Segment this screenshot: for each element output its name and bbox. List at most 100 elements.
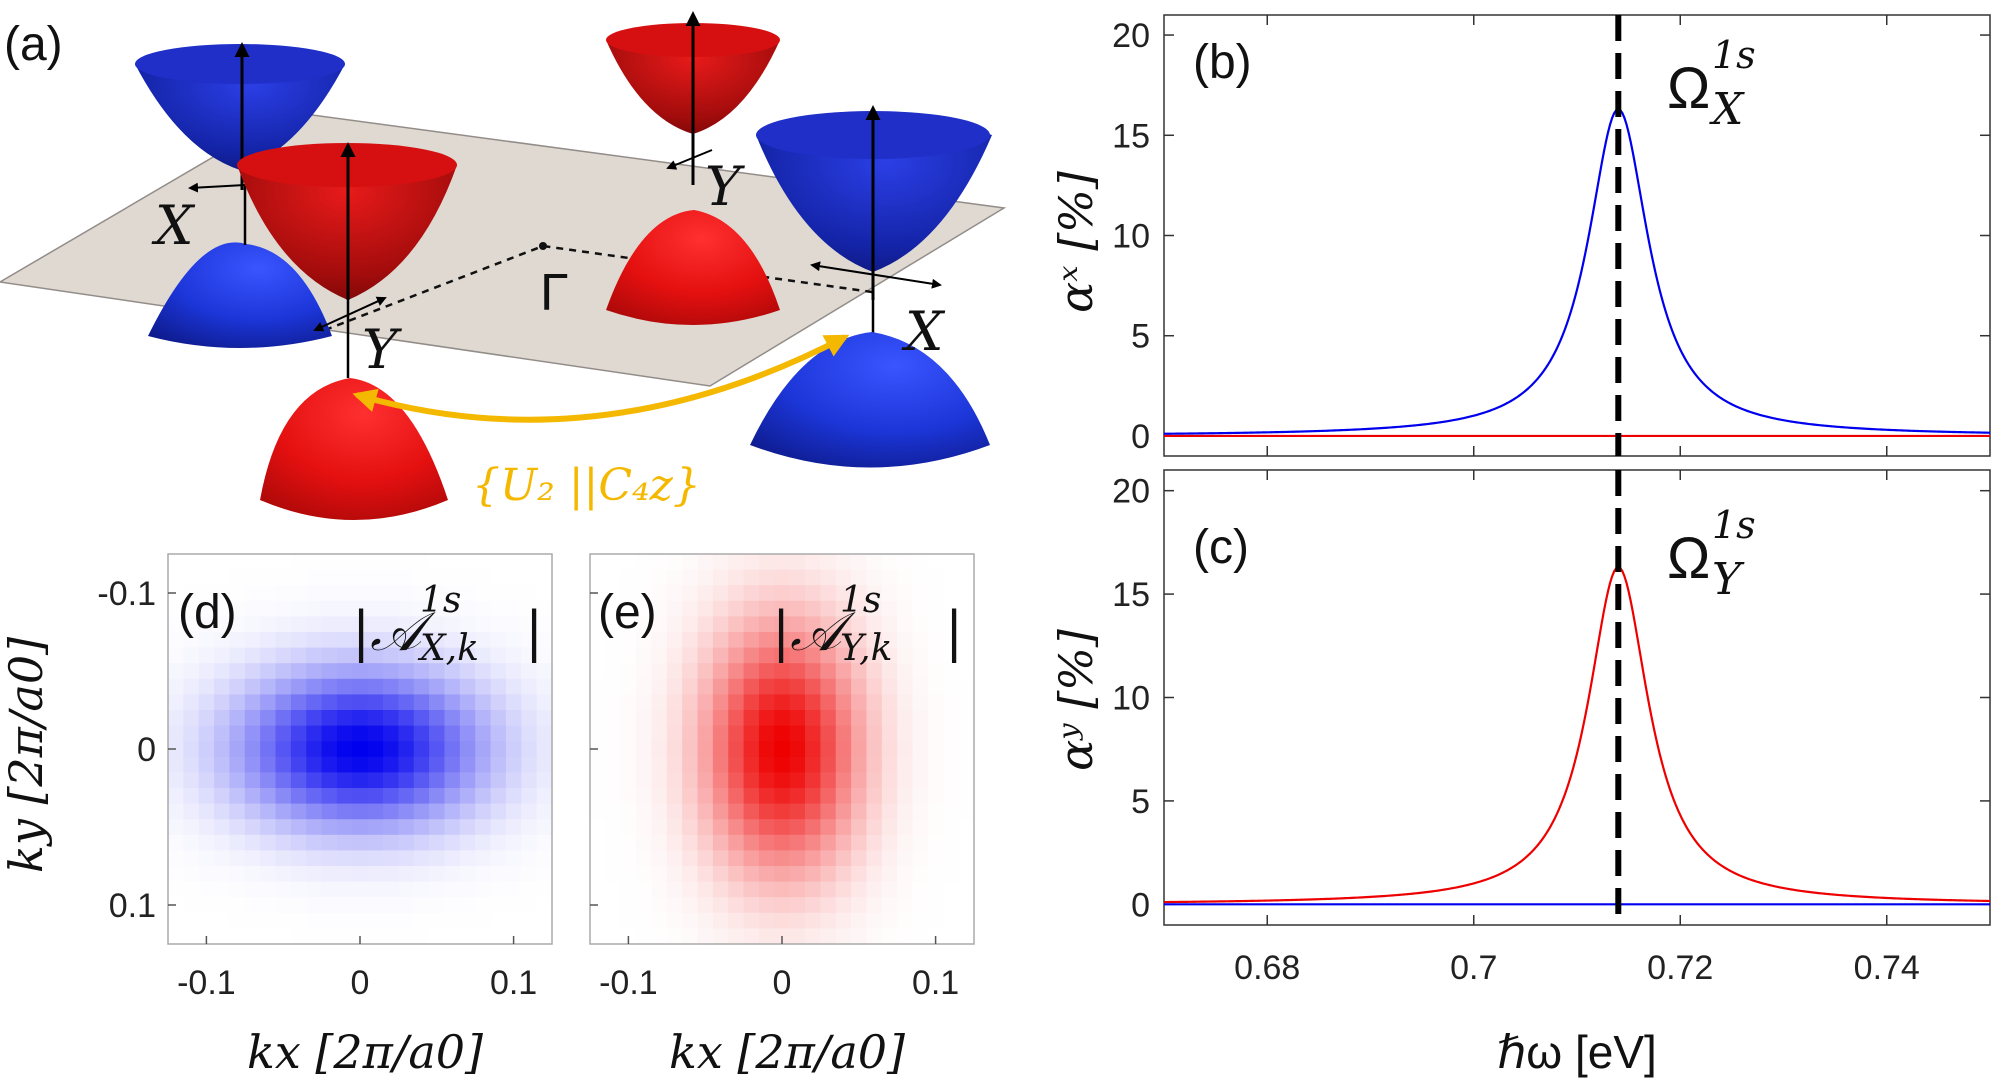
heatmap-cell <box>728 725 745 742</box>
heatmap-cell <box>912 756 929 773</box>
heatmap-cell <box>367 881 384 898</box>
heatmap-cell <box>820 819 837 836</box>
heatmap-cell <box>712 600 729 617</box>
heatmap-cell <box>459 694 476 711</box>
heatmap-cell <box>413 756 430 773</box>
heatmap-cell <box>306 632 323 649</box>
heatmap-cell <box>805 663 821 680</box>
heatmap-cell <box>866 647 883 664</box>
heatmap-cell <box>805 866 821 883</box>
heatmap-cell <box>851 819 868 836</box>
heatmap-cell <box>636 616 653 633</box>
heatmap-cell <box>244 897 261 914</box>
heatmap-cell <box>398 928 415 945</box>
heatmap-cell <box>651 616 668 633</box>
heatmap-cell <box>620 710 637 727</box>
heatmap-cell <box>666 912 683 929</box>
heatmap-cell <box>805 600 821 617</box>
heatmap-cell <box>912 600 929 617</box>
heatmap-cell <box>789 819 806 836</box>
heatmap-cell <box>398 585 415 602</box>
heatmap-cell <box>743 554 760 571</box>
heatmap-cell <box>805 632 821 649</box>
heatmap-cell <box>306 866 323 883</box>
heatmap-cell <box>367 741 384 758</box>
ky-arrow <box>666 149 713 170</box>
heatmap-cell <box>260 772 277 789</box>
heatmap-cell <box>835 897 852 914</box>
heatmap-cell <box>912 678 929 695</box>
heatmap-cell <box>475 788 492 805</box>
heatmap-cell <box>805 834 821 851</box>
heatmap-cell <box>927 678 944 695</box>
heatmap-cell <box>774 600 791 617</box>
heatmap-cell <box>429 678 446 695</box>
panel-e: -0.1 0 0.1 (e) |𝒜 1s Y,k | kx [2π/a0] <box>589 553 975 1079</box>
heatmap-cell <box>774 569 791 586</box>
heatmap-cell <box>636 803 653 820</box>
heatmap-cell <box>743 912 760 929</box>
c-series-red <box>1163 565 1991 904</box>
heatmap-cell <box>475 710 492 727</box>
heatmap-cell <box>521 710 538 727</box>
heatmap-cell <box>490 850 507 867</box>
heatmap-cell <box>774 819 791 836</box>
heatmap-cell <box>605 616 622 633</box>
heatmap-cell <box>851 772 868 789</box>
heatmap-cell <box>429 928 446 945</box>
heatmap-cell <box>367 834 384 851</box>
heatmap-cell <box>275 600 292 617</box>
heatmap-cell <box>866 881 883 898</box>
heatmap-cell <box>728 585 745 602</box>
heatmap-cell <box>682 741 699 758</box>
heatmap-cell <box>383 803 399 820</box>
heatmap-cell <box>851 600 868 617</box>
heatmap-cell <box>413 569 430 586</box>
heatmap-cell <box>168 600 184 617</box>
heatmap-cell <box>367 725 384 742</box>
heatmap-cell <box>413 710 430 727</box>
heatmap-cell <box>666 554 683 571</box>
heatmap-cell <box>682 881 699 898</box>
heatmap-cell <box>336 616 353 633</box>
heatmap-cell <box>321 897 338 914</box>
heatmap-cell <box>912 694 929 711</box>
heatmap-cell <box>666 772 683 789</box>
heatmap-cell <box>367 772 384 789</box>
c-x-ticks: 0.68 0.7 0.72 0.74 <box>1234 470 1920 987</box>
heatmap-cell <box>183 819 200 836</box>
heatmap-cell <box>413 928 430 945</box>
x-tick-label: 0.68 <box>1234 949 1300 987</box>
heatmap-cell <box>306 741 323 758</box>
gamma-point <box>539 242 547 250</box>
heatmap-cell <box>943 741 960 758</box>
heatmap-cell <box>275 632 292 649</box>
heatmap-cell <box>682 866 699 883</box>
heatmap-cell <box>712 678 729 695</box>
heatmap-cell <box>290 928 307 945</box>
heatmap-cell <box>943 897 960 914</box>
heatmap-cell <box>912 788 929 805</box>
heatmap-cell <box>774 694 791 711</box>
heatmap-cell <box>912 897 929 914</box>
heatmap-cell <box>743 772 760 789</box>
heatmap-cell <box>429 897 446 914</box>
heatmap-cell <box>260 897 277 914</box>
heatmap-cell <box>214 585 231 602</box>
heatmap-cell <box>697 725 714 742</box>
heatmap-cell <box>835 554 852 571</box>
heatmap-cell <box>383 928 399 945</box>
heatmap-cell <box>183 881 200 898</box>
heatmap-cell <box>290 897 307 914</box>
heatmap-cell <box>521 600 538 617</box>
heatmap-cell <box>183 850 200 867</box>
heatmap-cell <box>620 788 637 805</box>
heatmap-cell <box>183 756 200 773</box>
heatmap-cell <box>429 772 446 789</box>
heatmap-cell <box>459 788 476 805</box>
heatmap-cell <box>958 803 975 820</box>
heatmap-cell <box>505 694 522 711</box>
heatmap-cell <box>475 663 492 680</box>
heatmap-cell <box>866 819 883 836</box>
heatmap-cell <box>367 663 384 680</box>
